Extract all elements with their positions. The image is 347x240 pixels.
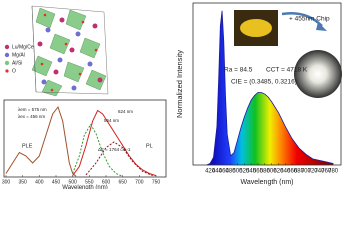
x-axis-label: Wavelength (nm) bbox=[240, 179, 293, 186]
x-tick-label: 560 bbox=[253, 169, 264, 175]
annotation: Ra = 84.5 bbox=[224, 67, 253, 74]
series-label: PLE bbox=[22, 143, 33, 149]
x-tick-label: 600 bbox=[267, 169, 278, 175]
x-tick-label: 480 bbox=[226, 169, 237, 175]
annotation: λex = 456 nm bbox=[18, 114, 45, 119]
spectrum-area bbox=[206, 10, 334, 166]
plot-frame bbox=[192, 2, 342, 166]
x-tick-label: 600 bbox=[102, 179, 111, 185]
powder bbox=[240, 19, 272, 37]
x-tick-label: 520 bbox=[239, 169, 250, 175]
crystal-structure bbox=[2, 2, 112, 98]
x-tick-label: 680 bbox=[294, 169, 305, 175]
x-tick-label: 450 bbox=[52, 179, 61, 185]
x-tick-label: 550 bbox=[85, 179, 94, 185]
annotation: ΔE = 1764 cm-1 bbox=[98, 147, 131, 152]
legend-label: Lu/Mg/Ce bbox=[12, 44, 34, 50]
annotation: CIE = (0.3485, 0.3216) bbox=[231, 79, 297, 86]
x-tick-label: 500 bbox=[68, 179, 77, 185]
x-tick-label: 400 bbox=[35, 179, 44, 185]
series-label: PL bbox=[146, 143, 153, 149]
graphical-abstract: Lu/Mg/Ce Mg/Al Al/Si O 300 350 400 450 500 550 600… bbox=[2, 2, 342, 189]
led-photo bbox=[294, 50, 342, 98]
x-tick-label: 300 bbox=[2, 179, 11, 185]
x-tick-label: 620 bbox=[273, 169, 284, 175]
x-axis-label: Wavelength (nm) bbox=[62, 185, 107, 189]
x-tick-label: 420 bbox=[205, 169, 216, 175]
spectrum-curve bbox=[85, 141, 153, 177]
x-tick-label: 750 bbox=[152, 179, 161, 185]
legend-label: O bbox=[12, 68, 16, 74]
x-tick-label: 700 bbox=[301, 169, 312, 175]
x-tick-label: 580 bbox=[260, 169, 271, 175]
y-axis-label: Normalized Intensity bbox=[175, 50, 184, 118]
spectrum-curve bbox=[72, 123, 123, 177]
annotation: λem = 575 nm bbox=[18, 107, 47, 112]
legend-label: Al/Si bbox=[12, 60, 22, 66]
x-tick-label: 500 bbox=[232, 169, 243, 175]
annotation: 554 nm bbox=[104, 118, 119, 123]
x-tick-label: 650 bbox=[118, 179, 127, 185]
annotation: 624 nm bbox=[118, 109, 133, 114]
x-tick-label: 740 bbox=[314, 169, 325, 175]
x-tick-label: 660 bbox=[287, 169, 298, 175]
x-tick-label: 700 bbox=[135, 179, 144, 185]
x-tick-label: 540 bbox=[246, 169, 257, 175]
legend-label: Mg/Al bbox=[12, 52, 25, 58]
spectrum-line bbox=[206, 10, 334, 166]
arrow-head bbox=[316, 22, 327, 31]
spectrum-curve bbox=[72, 109, 157, 177]
spectrum-curve bbox=[5, 105, 77, 177]
x-tick-label: 460 bbox=[219, 169, 230, 175]
plot-frame bbox=[3, 99, 167, 178]
x-tick-label: 760 bbox=[321, 169, 332, 175]
x-tick-label: 780 bbox=[328, 169, 339, 175]
annotation: + 455nm Chip bbox=[289, 16, 330, 23]
x-tick-label: 720 bbox=[308, 169, 319, 175]
x-tick-label: 350 bbox=[18, 179, 27, 185]
annotation: CCT = 4718 K bbox=[266, 67, 308, 74]
x-tick-label: 440 bbox=[212, 169, 223, 175]
x-tick-label: 640 bbox=[280, 169, 291, 175]
